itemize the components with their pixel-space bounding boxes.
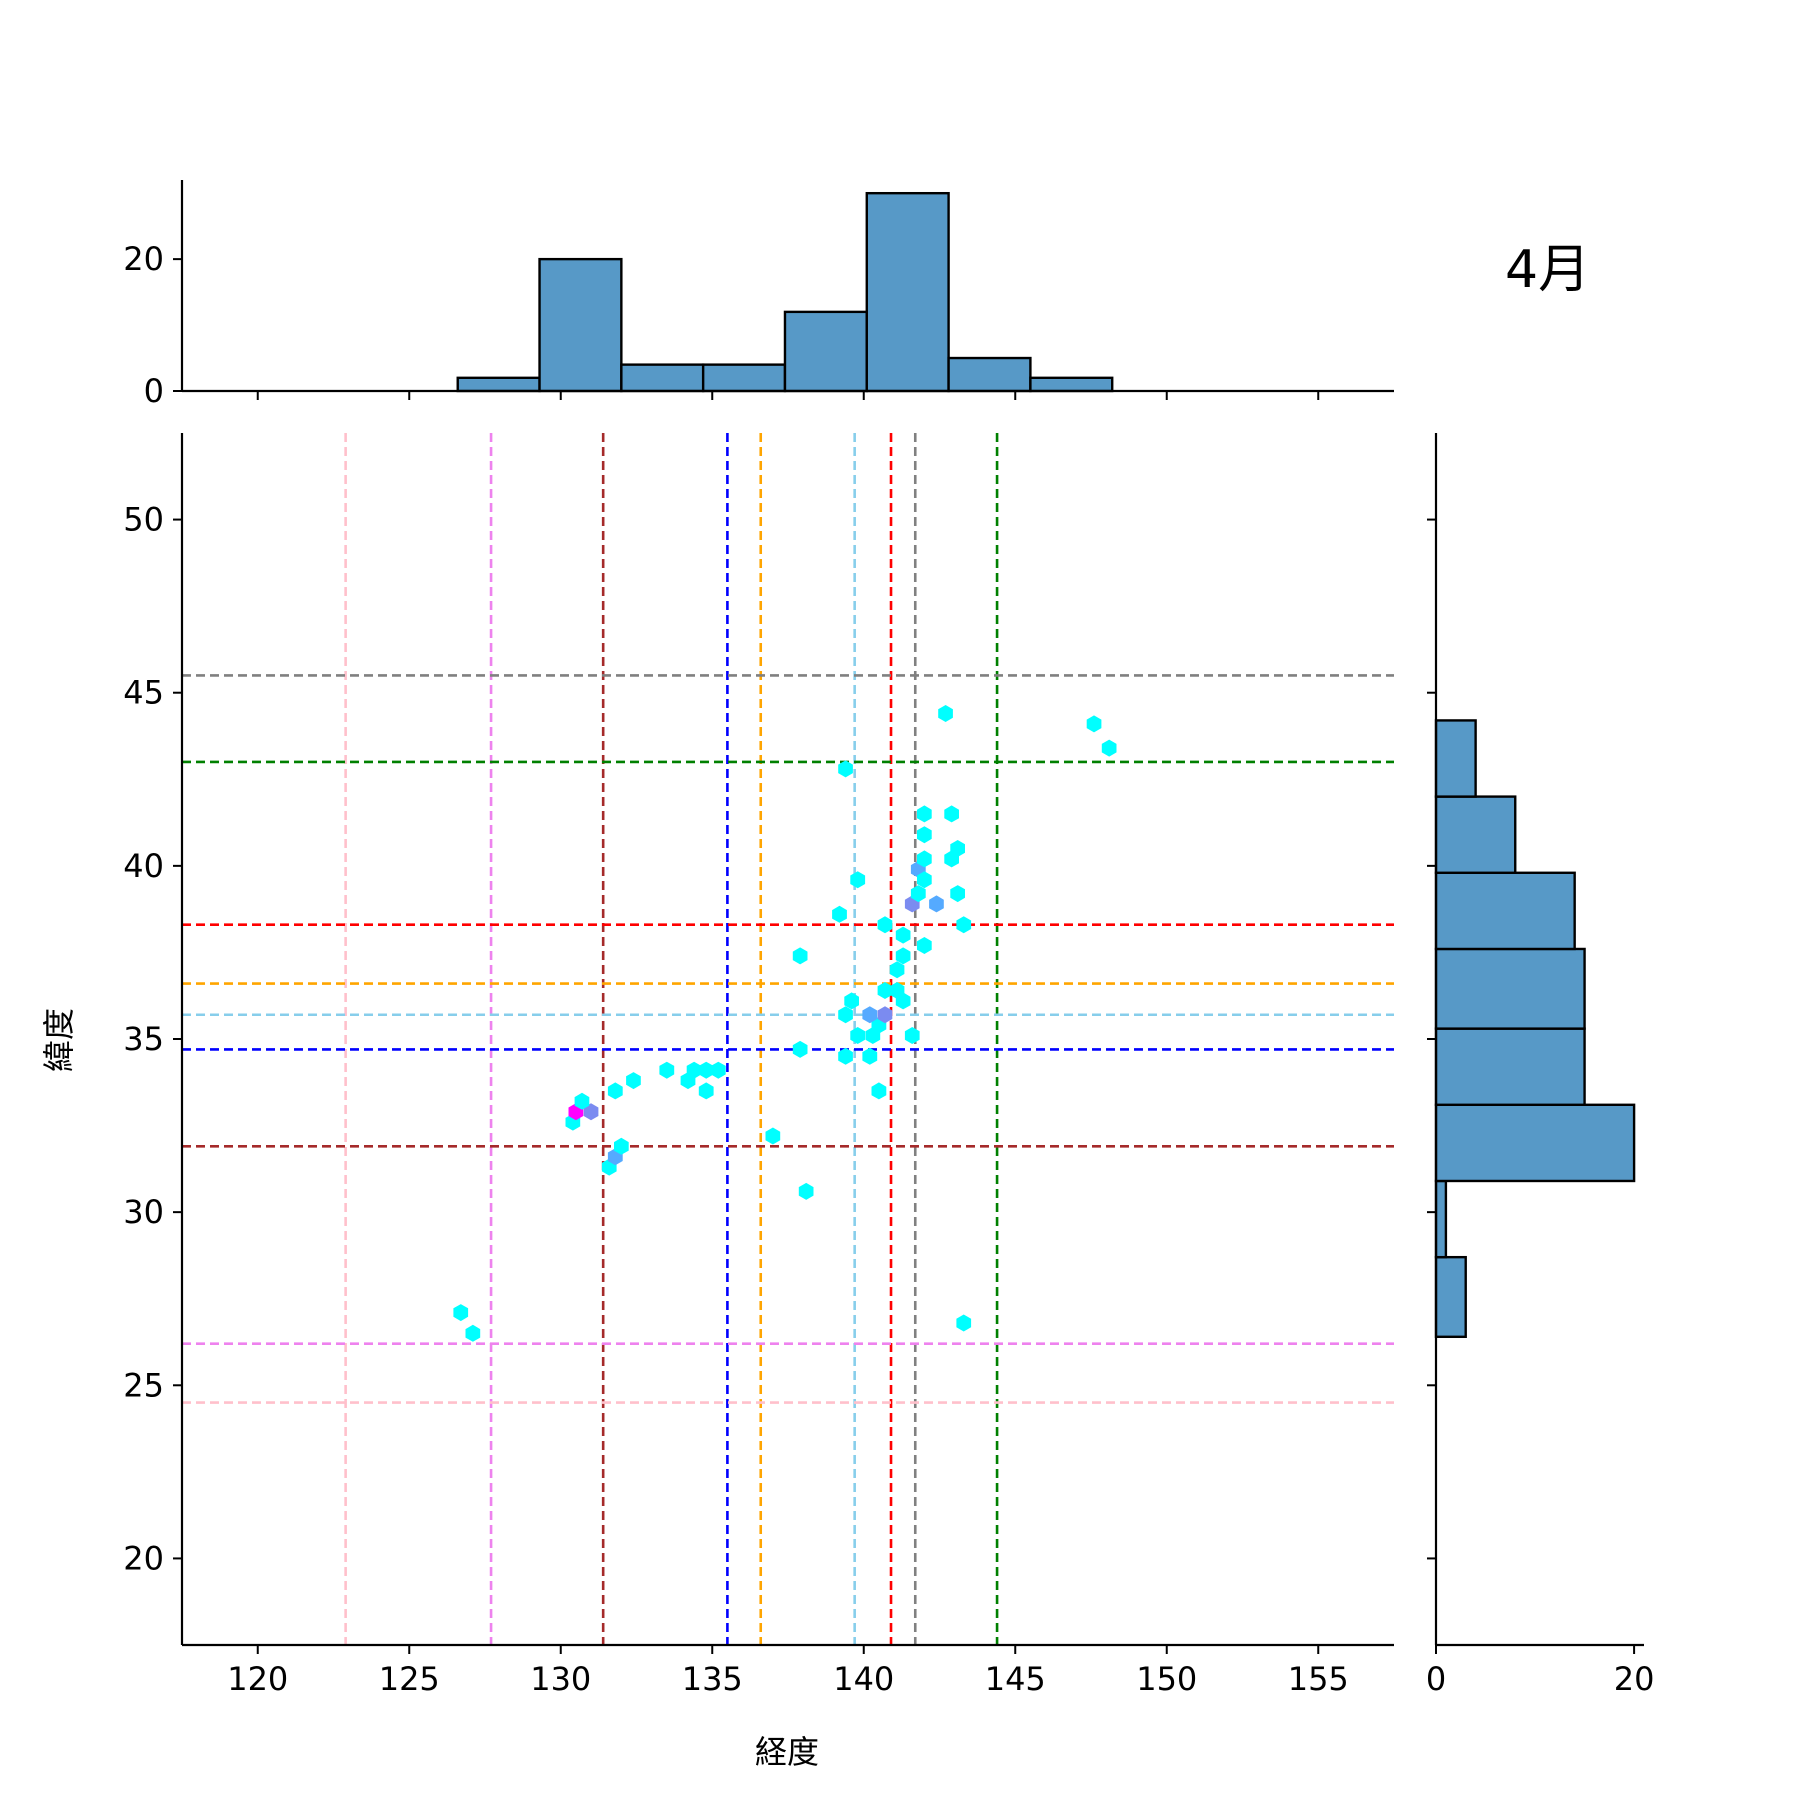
- data-point: [710, 1061, 726, 1079]
- y-axis-label: 緯度: [40, 1008, 78, 1072]
- y-tick-label: 35: [123, 1020, 164, 1058]
- data-point: [844, 992, 859, 1010]
- data-point: [798, 1182, 814, 1200]
- data-point: [917, 850, 932, 868]
- data-point: [659, 1061, 675, 1079]
- data-point: [698, 1082, 714, 1100]
- data-point: [889, 961, 905, 979]
- x-tick-label: 130: [530, 1660, 591, 1698]
- data-point: [862, 1006, 878, 1024]
- data-point: [850, 1027, 866, 1044]
- histogram-bar: [456, 376, 541, 393]
- histogram-bar: [1434, 795, 1517, 874]
- x-tick-label: 135: [682, 1660, 743, 1698]
- x-tick-label: 150: [1136, 1660, 1197, 1698]
- y-tick-label: 20: [123, 1539, 164, 1577]
- data-point: [686, 1061, 702, 1079]
- data-point: [904, 1027, 920, 1044]
- data-point: [850, 871, 866, 889]
- data-point: [877, 982, 893, 999]
- data-point: [938, 705, 953, 722]
- y-tick-label: 45: [123, 674, 164, 712]
- x-tick-label: 20: [1614, 1660, 1655, 1698]
- data-point: [765, 1127, 781, 1145]
- x-tick-label: 145: [985, 1660, 1046, 1698]
- data-point: [832, 905, 847, 923]
- histogram-bar: [1029, 376, 1114, 393]
- x-tick-label: 120: [227, 1660, 288, 1698]
- histogram-bar: [1434, 1027, 1586, 1106]
- y-tick-label: 40: [123, 847, 164, 885]
- data-point: [950, 885, 965, 903]
- histogram-bar: [701, 363, 787, 393]
- month-label: 4月: [1505, 240, 1590, 300]
- histogram-bar: [947, 356, 1032, 393]
- data-point: [910, 885, 926, 903]
- data-point: [792, 947, 808, 965]
- data-point: [792, 1040, 808, 1058]
- data-point: [574, 1092, 590, 1110]
- data-point: [1101, 739, 1117, 757]
- histogram-bar: [865, 191, 950, 393]
- data-point: [895, 947, 911, 965]
- x-tick-label: 0: [1426, 1660, 1446, 1698]
- data-point: [614, 1137, 629, 1155]
- x-tick-label: 155: [1288, 1660, 1349, 1698]
- y-tick-label: 25: [123, 1366, 164, 1404]
- data-point: [877, 916, 893, 934]
- histogram-bar: [783, 310, 868, 393]
- data-point: [877, 1006, 893, 1024]
- data-point: [626, 1072, 641, 1090]
- histogram-bar: [1434, 1103, 1636, 1183]
- histogram-bar: [1434, 1179, 1448, 1259]
- data-point: [698, 1061, 714, 1079]
- data-point: [944, 805, 959, 823]
- data-point: [838, 1047, 853, 1065]
- y-tick-label: 30: [123, 1193, 164, 1231]
- data-point: [1086, 715, 1102, 733]
- x-tick-label: 140: [833, 1660, 894, 1698]
- data-point: [871, 1082, 887, 1100]
- data-point: [583, 1103, 599, 1121]
- x-tick-label: 125: [379, 1660, 440, 1698]
- data-point: [895, 992, 911, 1010]
- histogram-bar: [1434, 947, 1586, 1030]
- y-tick-label: 0: [144, 372, 164, 410]
- data-point: [917, 871, 932, 889]
- main-scatter-plot: 120 125 130 135 140 145 150 155 20 25 30 35 40 45 50: [123, 433, 1394, 1698]
- data-point: [917, 805, 932, 823]
- data-point: [838, 1006, 853, 1024]
- data-point: [465, 1324, 481, 1342]
- data-point: [895, 926, 911, 944]
- histogram-bar: [1434, 719, 1477, 798]
- data-point: [917, 937, 932, 954]
- histogram-bar: [1434, 871, 1576, 951]
- data-point: [862, 1047, 878, 1065]
- longitude-histogram: 0 20: [123, 180, 1394, 410]
- data-point: [950, 840, 965, 857]
- y-tick-label: 50: [123, 501, 164, 539]
- data-point: [956, 916, 972, 934]
- data-point: [956, 1314, 972, 1332]
- data-point: [917, 826, 932, 844]
- data-point: [838, 760, 853, 778]
- histogram-bar: [1434, 1255, 1467, 1339]
- histogram-bar: [538, 257, 623, 393]
- histogram-bar: [620, 363, 705, 393]
- latitude-histogram: 0 20: [1426, 433, 1655, 1698]
- data-point: [929, 895, 944, 913]
- y-tick-label: 20: [123, 240, 164, 278]
- data-point: [607, 1082, 623, 1100]
- data-point: [453, 1304, 469, 1322]
- x-axis-label: 経度: [755, 1733, 819, 1771]
